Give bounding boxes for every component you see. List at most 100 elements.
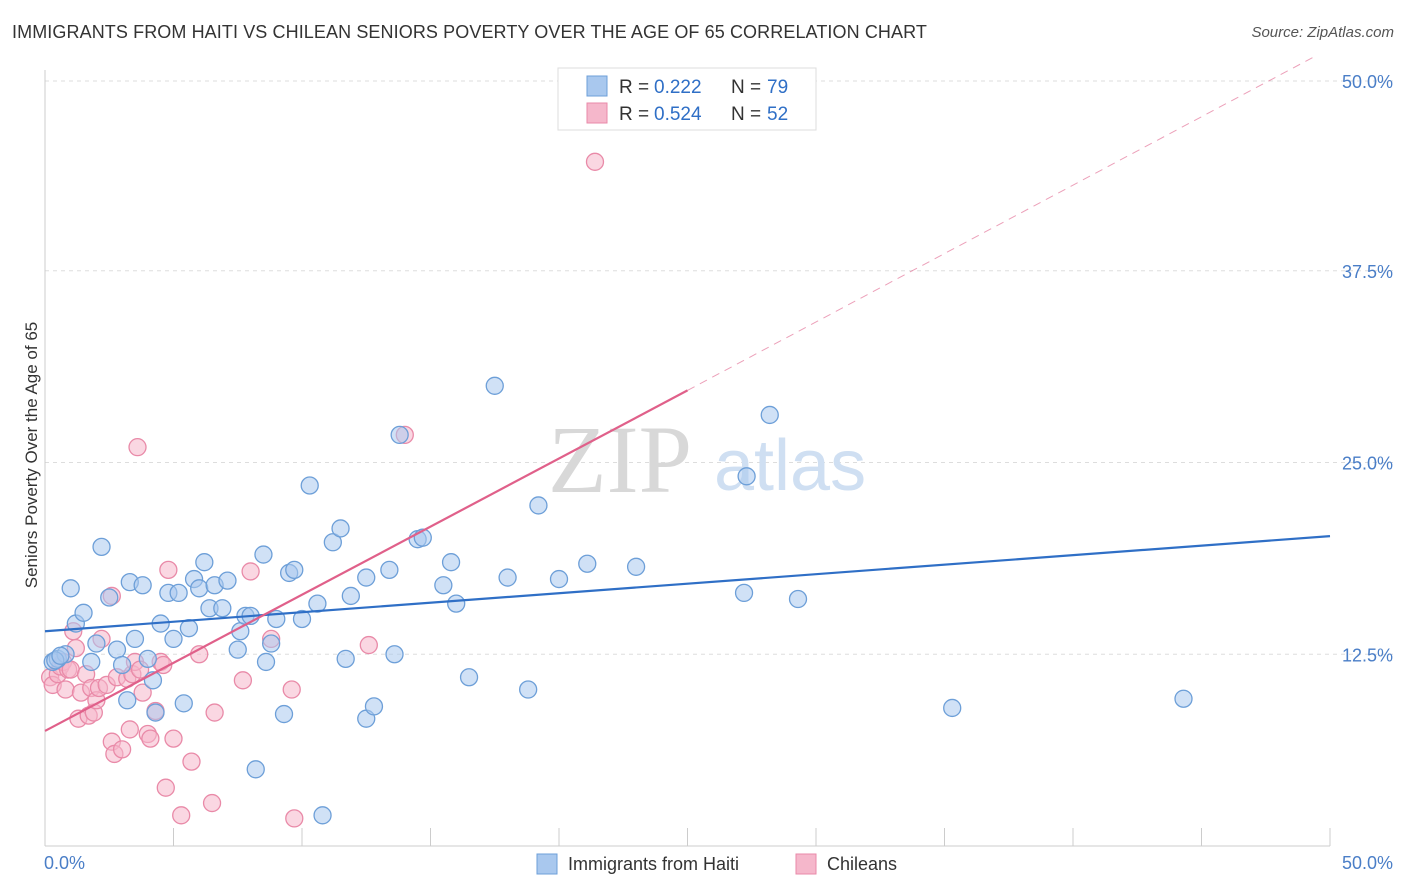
point-haiti-24 <box>179 619 199 638</box>
trend-line-chileans <box>44 389 689 732</box>
point-haiti-41 <box>274 704 294 724</box>
point-haiti-43 <box>285 560 304 580</box>
point-haiti-48 <box>323 533 342 552</box>
point-haiti-70 <box>626 557 646 576</box>
point-haiti-57 <box>390 425 409 445</box>
point-haiti-21 <box>164 629 183 649</box>
point-haiti-72 <box>737 467 756 486</box>
chart-title: IMMIGRANTS FROM HAITI VS CHILEAN SENIORS… <box>12 22 927 42</box>
point-haiti-66 <box>519 680 538 699</box>
point-haiti-27 <box>195 553 214 572</box>
legend-swatch-chileans <box>586 102 608 124</box>
point-chileans-40 <box>172 806 191 825</box>
point-haiti-65 <box>498 568 517 587</box>
point-chileans-48 <box>282 680 301 699</box>
point-haiti-63 <box>459 668 479 687</box>
trend-line-haiti <box>44 535 1331 633</box>
point-chileans-50 <box>359 635 378 655</box>
point-chileans-41 <box>182 752 201 771</box>
point-chileans-31 <box>133 683 152 702</box>
point-chileans-33 <box>141 729 160 748</box>
point-haiti-26 <box>190 579 209 598</box>
point-haiti-3 <box>61 579 80 598</box>
point-haiti-69 <box>578 554 597 573</box>
point-haiti-9 <box>100 588 119 607</box>
point-haiti-75 <box>943 698 962 718</box>
legend-r-label-chileans: R = <box>619 104 649 125</box>
point-haiti-22 <box>169 583 188 603</box>
legend: R = 0.222 N = 79 R = 0.524 N = 52 <box>557 67 817 131</box>
point-haiti-60 <box>434 576 453 595</box>
point-haiti-38 <box>256 652 276 672</box>
series-haiti-points <box>43 376 1193 825</box>
point-haiti-44 <box>292 609 312 629</box>
x-tick-marks <box>44 828 1331 846</box>
point-chileans-37 <box>156 778 175 797</box>
point-chileans-39 <box>164 729 183 748</box>
y-tick-label-2: 37.5% <box>1342 262 1393 282</box>
point-haiti-8 <box>92 537 111 557</box>
point-haiti-14 <box>125 629 145 649</box>
point-haiti-68 <box>549 569 569 589</box>
point-haiti-71 <box>734 583 754 603</box>
watermark-atlas: atlas <box>714 426 866 506</box>
bottom-legend: Immigrants from Haiti Chileans <box>536 853 897 875</box>
point-haiti-45 <box>300 476 319 495</box>
point-chileans-45 <box>233 671 253 690</box>
point-chileans-26 <box>120 720 139 739</box>
point-haiti-6 <box>82 652 101 672</box>
point-haiti-16 <box>138 649 157 669</box>
point-haiti-37 <box>254 545 273 564</box>
point-haiti-47 <box>313 806 332 825</box>
trend-extension-chileans <box>687 55 1316 391</box>
y-tick-label-0: 12.5% <box>1342 645 1393 665</box>
bottom-legend-swatch-chileans <box>795 853 817 875</box>
point-haiti-15 <box>133 576 152 595</box>
legend-n-label-haiti: N = <box>731 77 761 98</box>
point-haiti-7 <box>87 634 106 653</box>
point-haiti-54 <box>364 697 384 716</box>
bottom-legend-label-haiti: Immigrants from Haiti <box>568 854 739 874</box>
point-haiti-39 <box>262 634 281 653</box>
point-haiti-73 <box>760 405 779 425</box>
point-haiti-49 <box>331 519 350 538</box>
point-haiti-51 <box>341 586 360 606</box>
point-chileans-43 <box>202 793 222 813</box>
point-haiti-55 <box>380 560 399 580</box>
legend-r-value-haiti: 0.222 <box>654 77 702 98</box>
x-tick-label-end: 50.0% <box>1342 853 1393 873</box>
y-tick-label-1: 25.0% <box>1342 454 1393 474</box>
point-haiti-56 <box>385 645 404 664</box>
legend-n-value-haiti: 79 <box>767 77 788 98</box>
bottom-legend-label-chileans: Chileans <box>827 854 897 874</box>
y-tick-labels: 12.5% 25.0% 37.5% 50.0% <box>1342 72 1393 665</box>
point-haiti-36 <box>246 760 265 779</box>
series-chileans-points <box>40 152 605 828</box>
point-chileans-29 <box>128 438 147 457</box>
point-haiti-64 <box>485 376 504 395</box>
point-haiti-62 <box>447 594 466 613</box>
point-chileans-38 <box>159 560 178 580</box>
point-haiti-53 <box>357 568 376 587</box>
y-tick-label-3: 50.0% <box>1342 72 1393 92</box>
point-chileans-24 <box>112 740 132 759</box>
y-axis-label: Seniors Poverty Over the Age of 65 <box>22 322 41 588</box>
point-haiti-10 <box>107 640 127 659</box>
point-haiti-18 <box>146 703 165 722</box>
point-haiti-50 <box>336 649 355 669</box>
legend-n-label-chileans: N = <box>731 104 761 125</box>
point-haiti-5 <box>74 603 93 622</box>
legend-n-value-chileans: 52 <box>767 104 788 125</box>
point-haiti-31 <box>218 571 237 590</box>
point-chileans-5 <box>56 680 75 699</box>
legend-r-value-chileans: 0.524 <box>654 104 702 125</box>
x-tick-label-start: 0.0% <box>44 853 85 873</box>
point-haiti-32 <box>228 640 247 659</box>
point-chileans-44 <box>205 703 224 722</box>
point-haiti-78 <box>51 646 70 665</box>
point-haiti-76 <box>1174 689 1193 708</box>
point-haiti-11 <box>112 655 132 675</box>
point-chileans-52 <box>585 152 605 171</box>
chart-source: Source: ZipAtlas.com <box>1251 24 1394 41</box>
